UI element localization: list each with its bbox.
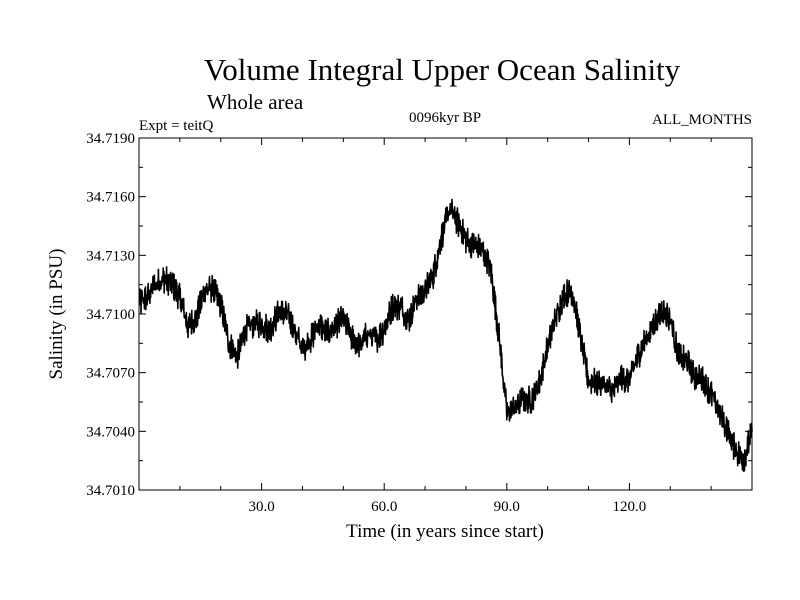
chart-title: Volume Integral Upper Ocean Salinity bbox=[204, 52, 681, 87]
experiment-label: Expt = teitQ bbox=[139, 118, 213, 134]
y-tick-label: 34.7040 bbox=[86, 424, 135, 440]
months-label: ALL_MONTHS bbox=[652, 112, 752, 128]
x-tick-label: 120.0 bbox=[613, 499, 647, 515]
x-tick-label: 30.0 bbox=[248, 499, 274, 515]
y-tick-label: 34.7130 bbox=[86, 248, 135, 264]
x-tick-label: 90.0 bbox=[494, 499, 520, 515]
x-tick-label: 60.0 bbox=[371, 499, 397, 515]
y-axis: 34.7010 34.7040 34.7070 34.7100 34.7130 34.71… bbox=[86, 131, 752, 499]
y-tick-label: 34.7070 bbox=[86, 366, 135, 382]
x-axis-label: Time (in years since start) bbox=[346, 521, 544, 542]
chart-subtitle: Whole area bbox=[207, 90, 304, 114]
x-axis: 30.0 60.0 90.0 120.0 bbox=[179, 138, 712, 515]
y-tick-label: 34.7010 bbox=[86, 483, 135, 499]
y-tick-label: 34.7160 bbox=[86, 190, 135, 206]
period-label: 0096kyr BP bbox=[409, 110, 481, 126]
plot-area bbox=[138, 198, 753, 473]
y-axis-label: Salinity (in PSU) bbox=[46, 249, 67, 380]
salinity-series-line bbox=[138, 198, 753, 473]
y-tick-label: 34.7190 bbox=[86, 131, 135, 147]
y-tick-label: 34.7100 bbox=[86, 307, 135, 323]
